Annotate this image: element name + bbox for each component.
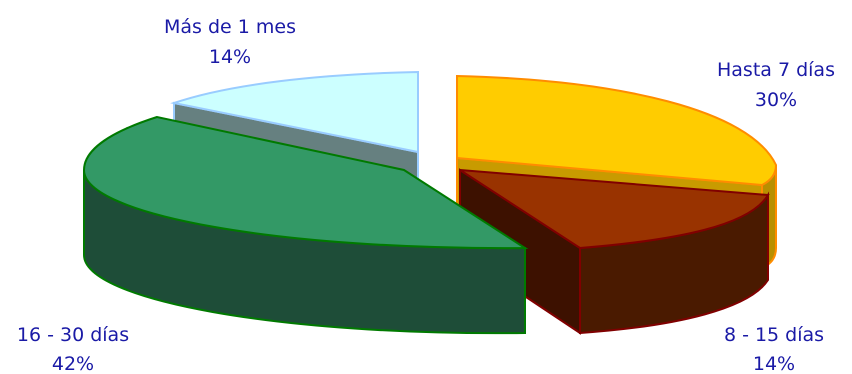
label-16-30-dias-percent: 42% bbox=[52, 353, 94, 374]
label-8-15-dias-percent: 14% bbox=[753, 353, 795, 374]
label-16-30-dias-name: 16 - 30 días bbox=[17, 324, 129, 346]
label-hasta-7-dias-percent: 30% bbox=[755, 89, 797, 111]
label-mas-de-1-mes-percent: 14% bbox=[209, 46, 251, 68]
label-16-30-dias: 16 - 30 días 42% bbox=[17, 324, 129, 374]
pie-slice-8-15-dias bbox=[459, 168, 770, 335]
label-hasta-7-dias-name: Hasta 7 días bbox=[717, 59, 835, 81]
pie-slice-16-30-dias bbox=[82, 115, 529, 335]
label-hasta-7-dias: Hasta 7 días 30% bbox=[717, 59, 835, 111]
slice-hasta-7-dias-top bbox=[456, 74, 778, 187]
slice-16-30-dias-top bbox=[82, 115, 529, 250]
label-mas-de-1-mes: Más de 1 mes 14% bbox=[164, 16, 296, 68]
label-mas-de-1-mes-name: Más de 1 mes bbox=[164, 16, 296, 38]
label-8-15-dias: 8 - 15 días 14% bbox=[724, 324, 824, 374]
label-8-15-dias-name: 8 - 15 días bbox=[724, 324, 824, 346]
slice-mas-de-1-mes-top bbox=[170, 70, 419, 154]
slice-8-15-dias-top bbox=[459, 169, 770, 250]
